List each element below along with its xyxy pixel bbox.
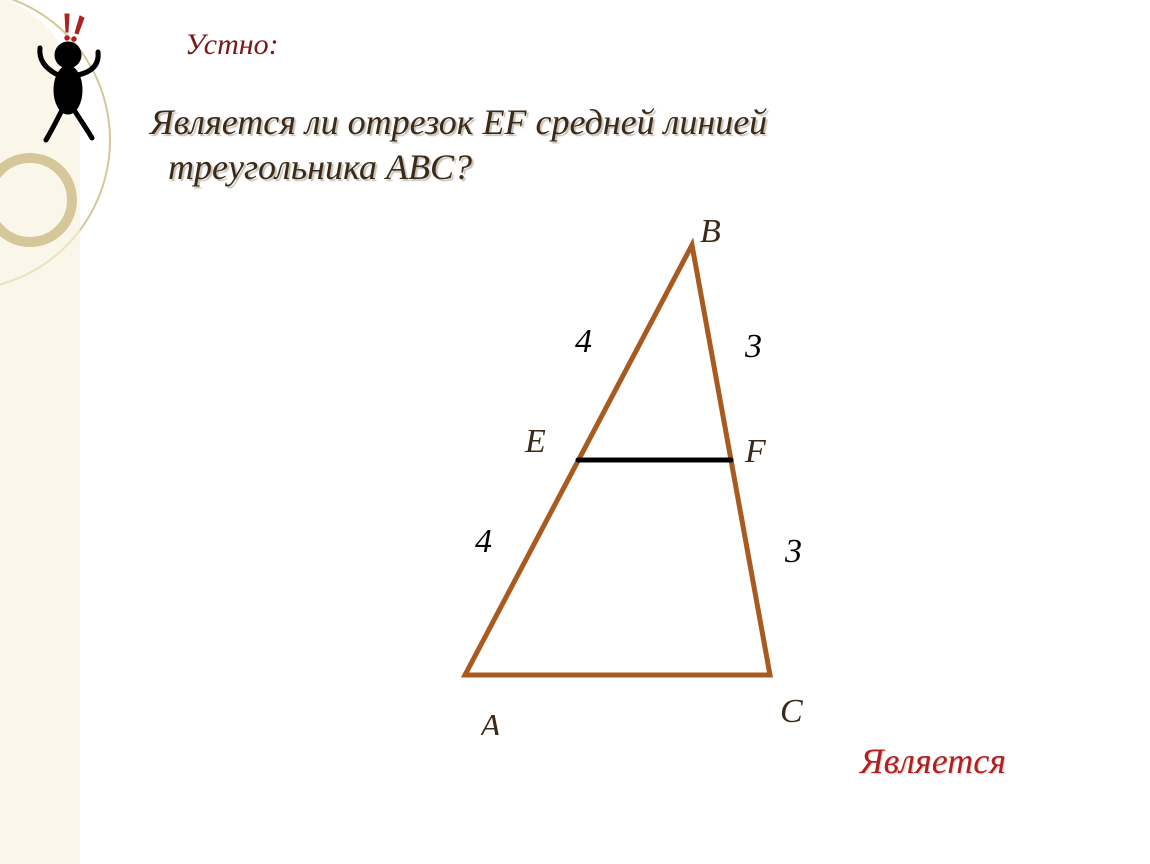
- question-line-1: Является ли отрезок EF средней линией: [150, 100, 767, 145]
- triangle-svg: A B C E F 4 4 3 3: [370, 215, 890, 735]
- edge-label-be: 4: [575, 323, 592, 360]
- vertex-label-e: E: [524, 423, 546, 460]
- slide-answer: Является: [860, 740, 1006, 782]
- edge-label-fc: 3: [784, 533, 802, 570]
- question-line-2: треугольника ABC?: [150, 145, 767, 190]
- edge-label-bf: 3: [744, 328, 762, 365]
- triangle-diagram: A B C E F 4 4 3 3: [370, 215, 890, 735]
- slide-heading: Устно:: [185, 28, 279, 62]
- vertex-label-a: A: [478, 708, 501, 735]
- vertex-label-c: C: [780, 693, 803, 730]
- slide-question: Является ли отрезок EF средней линией тр…: [150, 100, 767, 190]
- vertex-label-f: F: [744, 433, 767, 470]
- vertex-label-b: B: [700, 215, 721, 250]
- thinking-figure-icon: [18, 10, 113, 150]
- edge-label-ea: 4: [475, 523, 492, 560]
